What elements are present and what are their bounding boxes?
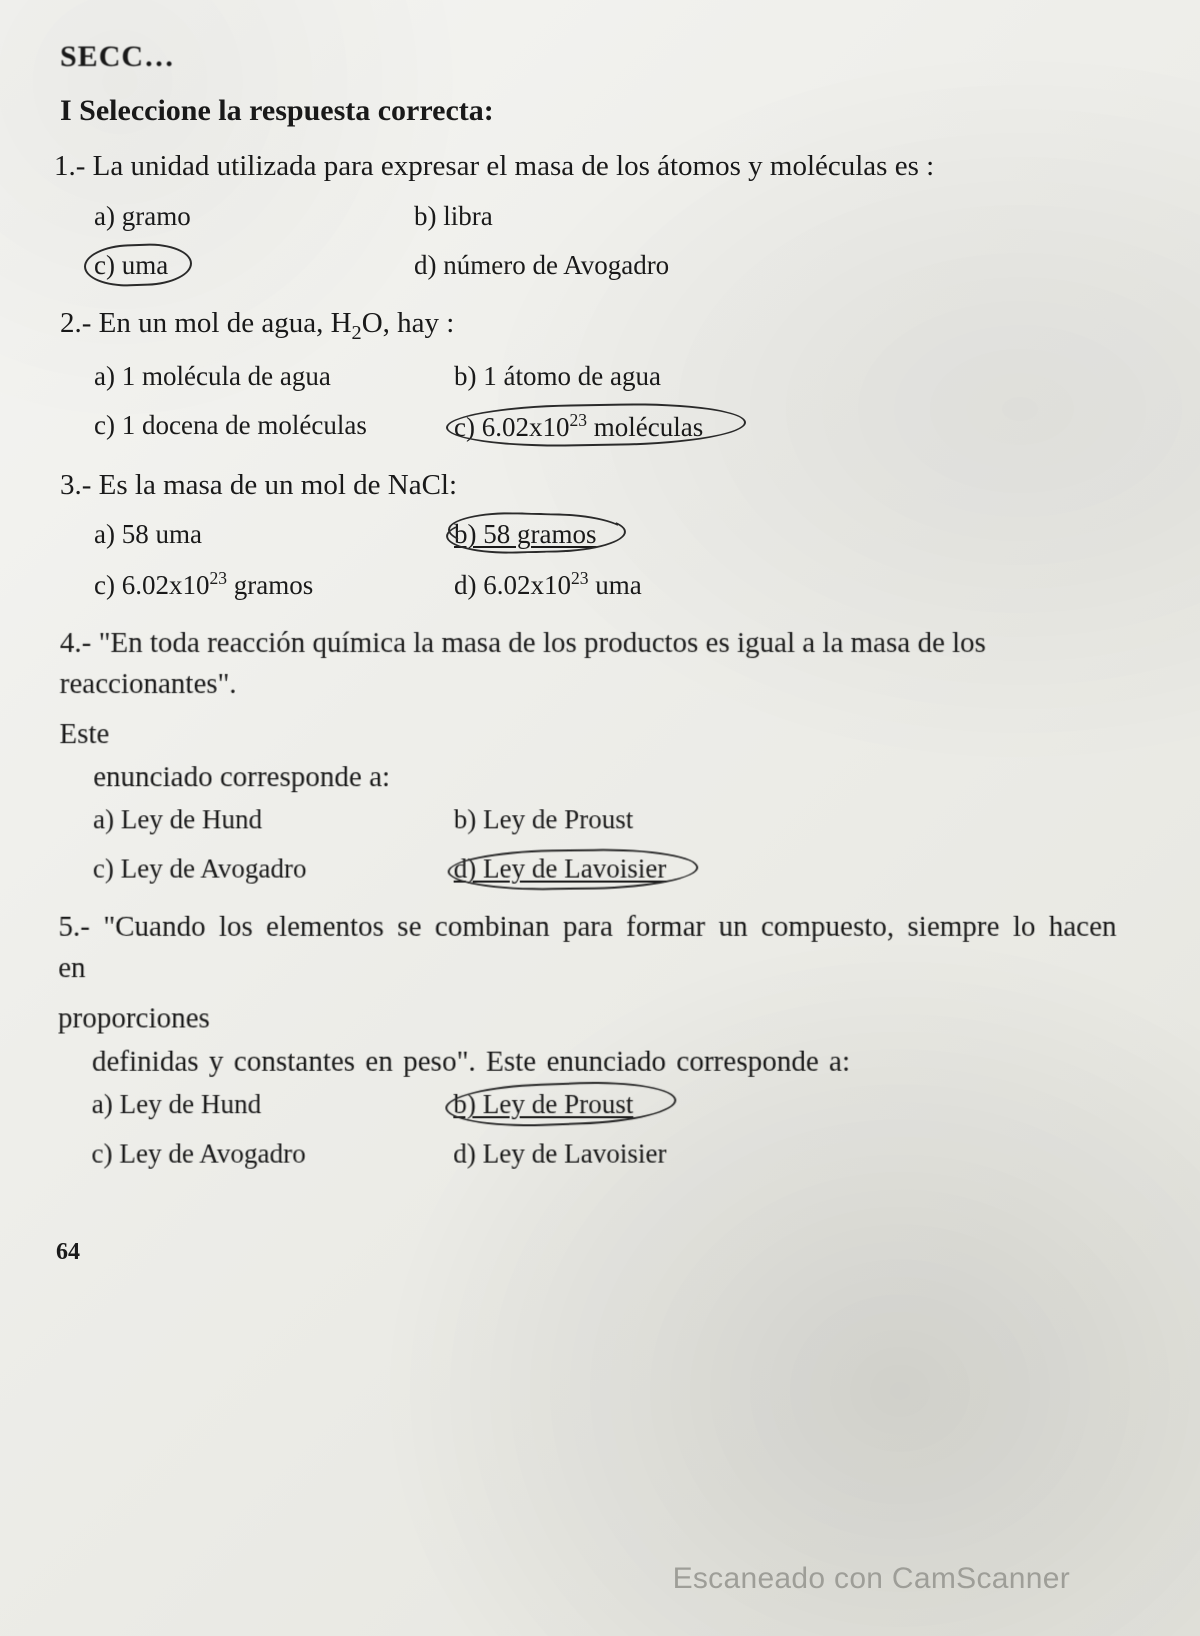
q5-opt-a: a) Ley de Hund [92, 1090, 414, 1121]
q2-text-pre: 2.- En un mol de agua, H [60, 307, 352, 339]
q3-opt-d-post: uma [589, 570, 642, 600]
q3-opt-d-pre: d) 6.02x10 [454, 570, 571, 600]
question-5: 5.- "Cuando los elementos se combinan pa… [57, 907, 1133, 1170]
q2-opt-b: b) 1 átomo de agua [454, 361, 1130, 392]
q3-opt-b-text: b) 58 gramos [454, 519, 596, 549]
q5-opt-c: c) Ley de Avogadro [91, 1139, 413, 1170]
camscanner-watermark: Escaneado con CamScanner [673, 1562, 1070, 1596]
q5-line1: 5.- "Cuando los elementos se combinan pa… [58, 907, 1132, 989]
q3-options: a) 58 uma b) 58 gramos c) 6.02x1023 gram… [94, 519, 1130, 601]
exponent-23: 23 [209, 568, 227, 588]
q2-opt-c: c) 1 docena de moléculas [94, 410, 414, 443]
q4-opt-b: b) Ley de Proust [454, 805, 1131, 836]
q3-text: 3.- Es la masa de un mol de NaCl: [60, 465, 1130, 506]
q5-line2: proporciones [58, 1003, 1132, 1036]
q5-opt-b-text: b) Ley de Proust [453, 1090, 633, 1120]
q2-text: 2.- En un mol de agua, H2O, hay : [60, 303, 1130, 347]
q4-opt-d: d) Ley de Lavoisier [454, 854, 1132, 885]
subscript-2: 2 [352, 321, 362, 343]
q2-opt-d-post: moléculas [587, 412, 703, 442]
q1-opt-a: a) gramo [94, 201, 374, 232]
q1-opt-b: b) libra [414, 201, 1130, 232]
q4-opt-c: c) Ley de Avogadro [93, 854, 414, 885]
q4-line1: 4.- "En toda reacción química la masa de… [60, 623, 1131, 704]
q1-opt-c: c) uma [94, 250, 374, 281]
page-number: 64 [56, 1239, 80, 1266]
q4-opt-d-text: d) Ley de Lavoisier [454, 854, 667, 884]
q5-opt-d: d) Ley de Lavoisier [453, 1139, 1133, 1170]
q3-opt-b: b) 58 gramos [454, 519, 1130, 550]
q3-opt-c-post: gramos [227, 570, 313, 600]
q2-opt-d: c) 6.02x1023 moléculas [454, 410, 1130, 443]
q3-opt-c: c) 6.02x1023 gramos [94, 568, 414, 601]
q2-options: a) 1 molécula de agua b) 1 átomo de agua… [94, 361, 1130, 443]
q1-options: a) gramo b) libra c) uma d) número de Av… [94, 201, 1130, 281]
question-4: 4.- "En toda reacción química la masa de… [59, 623, 1132, 885]
cropped-header: SECC… [60, 40, 1130, 74]
exponent-23: 23 [571, 568, 589, 588]
q5-opt-b: b) Ley de Proust [453, 1090, 1132, 1121]
q4-line2: Este [59, 719, 1130, 752]
section-title: I Seleccione la respuesta correcta: [60, 94, 1130, 128]
q4-options: a) Ley de Hund b) Ley de Proust c) Ley d… [93, 805, 1132, 885]
q2-opt-d-pre: c) 6.02x10 [454, 412, 569, 442]
exponent-23: 23 [569, 410, 587, 430]
q1-opt-d: d) número de Avogadro [414, 250, 1130, 281]
q5-options: a) Ley de Hund b) Ley de Proust c) Ley d… [91, 1090, 1132, 1171]
q4-line3: enunciado corresponde a: [93, 762, 1131, 795]
q2-text-post: O, hay : [362, 307, 455, 339]
q3-opt-d: d) 6.02x1023 uma [454, 568, 1130, 601]
q3-opt-a: a) 58 uma [94, 519, 414, 550]
q1-opt-c-text: c) uma [94, 250, 168, 280]
question-3: 3.- Es la masa de un mol de NaCl: a) 58 … [60, 465, 1130, 602]
q3-opt-c-pre: c) 6.02x10 [94, 570, 209, 600]
q4-opt-a: a) Ley de Hund [93, 805, 414, 836]
q1-text: 1.- La unidad utilizada para expresar el… [54, 146, 1130, 187]
question-1: 1.- La unidad utilizada para expresar el… [60, 146, 1130, 281]
q5-line3: definidas y constantes en peso". Este en… [92, 1046, 1133, 1079]
q2-opt-a: a) 1 molécula de agua [94, 361, 414, 392]
question-2: 2.- En un mol de agua, H2O, hay : a) 1 m… [60, 303, 1130, 443]
